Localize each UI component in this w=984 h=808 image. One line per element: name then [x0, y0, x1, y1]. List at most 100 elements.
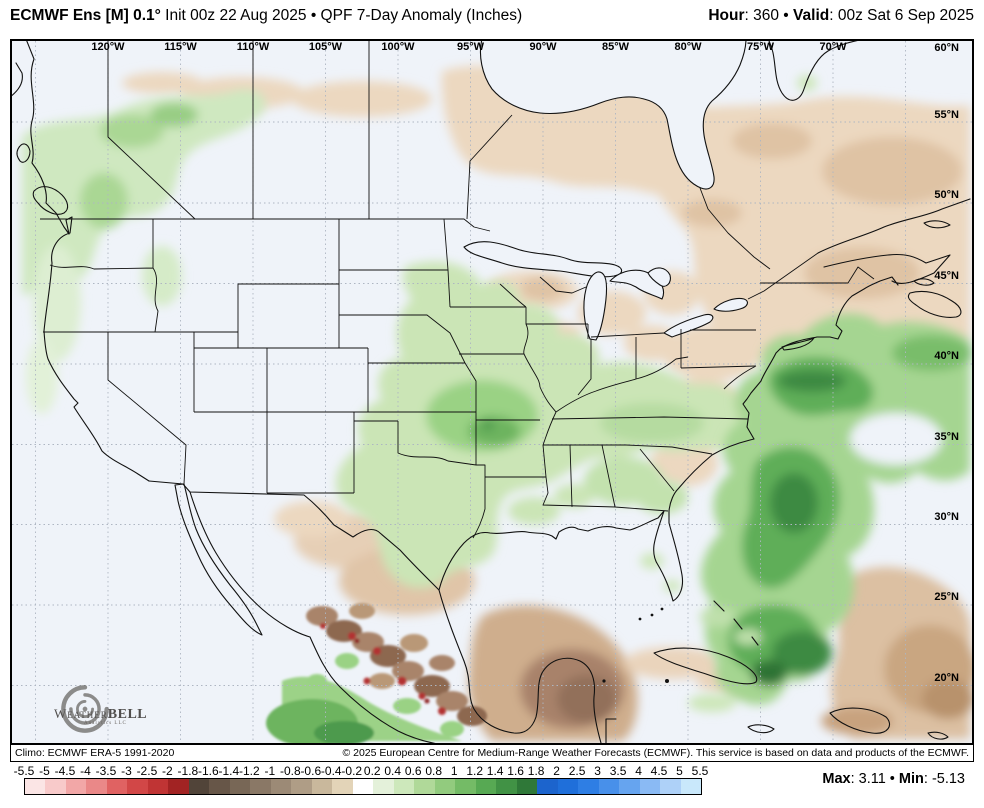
colorbar-cell — [168, 779, 189, 794]
colorbar-cell — [496, 779, 517, 794]
colorbar-cell — [209, 779, 230, 794]
colorbar-tick: -1.6 — [198, 764, 219, 778]
colorbar-cell — [434, 779, 456, 794]
map-canvas: 120°W 115°W 110°W 105°W 100°W 95°W 90°W 85°W 80°… — [10, 39, 974, 745]
colorbar-cell — [578, 779, 599, 794]
colorbar-tick: -0.6 — [300, 764, 322, 778]
title-detail: Init 00z 22 Aug 2025 • QPF 7-Day Anomaly… — [160, 7, 523, 24]
max-label: Max — [822, 771, 851, 787]
lon-label: 105°W — [308, 41, 343, 53]
colorbar-tick: 3 — [594, 764, 601, 778]
colorbar-tick: 2.5 — [568, 764, 586, 778]
colorbar-cell — [352, 779, 374, 794]
colorbar-tick: 0.4 — [384, 764, 402, 778]
lat-label: 20°N — [934, 671, 959, 684]
lat-label: 30°N — [934, 511, 959, 523]
colorbar-tick: 1 — [450, 764, 458, 778]
colorbar-cell — [65, 779, 87, 794]
colorbar-tick: -0.8 — [279, 764, 301, 778]
lon-label: 100°W — [381, 41, 415, 53]
colorbar-tick: 1.4 — [486, 764, 504, 778]
corner-lat-label: 60°N — [934, 42, 959, 54]
colorbar-cell — [639, 779, 661, 794]
colorbar-tick: -1.2 — [238, 764, 260, 778]
anomaly-layer-tan — [122, 65, 972, 741]
colorbar-ticks: -5.5 -5 -4.5 -4 -3.5 -3 -2.5 -2 -1.8 -1.6 -1.4 -1.2… — [14, 764, 709, 778]
lakes-and-bays — [463, 41, 749, 341]
valid-label: Valid — [793, 7, 830, 24]
colorbar-cell — [516, 779, 538, 794]
model-name: ECMWF Ens [M] 0.1° — [10, 7, 161, 24]
colorbar-tick: 5.5 — [691, 764, 709, 778]
colorbar-tick: -2.5 — [136, 764, 158, 778]
colorbar-tick: 4.5 — [650, 764, 668, 778]
lon-label: 90°W — [529, 41, 557, 53]
map-graphic — [12, 41, 972, 743]
attribution-bar: Climo: ECMWF ERA-5 1991-2020 © 2025 Euro… — [10, 745, 974, 762]
colorbar-tick: -2 — [162, 764, 173, 778]
lon-label: 85°W — [601, 41, 630, 53]
colorbar-cell — [393, 779, 415, 794]
colorbar-cell — [188, 779, 210, 794]
min-label: Min — [898, 771, 924, 787]
lat-label: 55°N — [934, 109, 959, 121]
state-borders — [40, 41, 875, 539]
colorbar-cell — [291, 779, 312, 794]
max-value: : 3.11 • — [850, 771, 899, 787]
colorbar-tick: -3 — [121, 764, 132, 778]
valid-time: Hour: 360 • Valid: 00z Sat 6 Sep 2025 — [708, 7, 974, 25]
colorbar-cell — [311, 779, 333, 794]
colorbar-cell — [86, 779, 107, 794]
colorbar — [24, 778, 702, 795]
lat-label: 25°N — [934, 591, 959, 604]
colorbar-tick: 5 — [676, 764, 683, 778]
colorbar-tick: 2 — [553, 764, 560, 778]
colorbar-cell — [557, 779, 579, 794]
copyright-note: © 2025 European Centre for Medium-Range … — [342, 747, 969, 759]
colorbar-cell — [373, 779, 394, 794]
colorbar-tick: 0.2 — [363, 764, 381, 778]
logo-subtitle: Analytics LLC — [84, 721, 127, 726]
colorbar-cell — [537, 779, 558, 794]
lat-label: 40°N — [934, 350, 959, 363]
lon-label: 75°W — [746, 41, 775, 53]
hour-label: Hour — [708, 7, 745, 24]
colorbar-cell — [660, 779, 681, 794]
logo-word-bell: BELL — [107, 707, 148, 722]
colorbar-cell — [25, 779, 46, 794]
lat-label: 45°N — [934, 269, 959, 282]
colorbar-cell — [250, 779, 271, 794]
climo-note: Climo: ECMWF ERA-5 1991-2020 — [15, 747, 175, 759]
colorbar-cell — [332, 779, 353, 794]
min-value: : -5.13 — [923, 771, 965, 787]
lon-label: 95°W — [456, 41, 485, 53]
page-title: ECMWF Ens [M] 0.1° Init 00z 22 Aug 2025 … — [10, 7, 522, 25]
colorbar-cell — [619, 779, 640, 794]
colorbar-tick: -5.5 — [13, 764, 35, 778]
colorbar-cell — [106, 779, 128, 794]
colorbar-tick: 1.8 — [527, 764, 545, 778]
colorbar-tick: 0.8 — [425, 764, 443, 778]
colorbar-tick: 4 — [635, 764, 642, 778]
colorbar-tick: -3.5 — [95, 764, 117, 778]
colorbar-tick: 3.5 — [609, 764, 627, 778]
colorbar-tick: 0.6 — [404, 764, 422, 778]
colorbar-tick: 1.2 — [466, 764, 483, 778]
header: ECMWF Ens [M] 0.1° Init 00z 22 Aug 2025 … — [10, 3, 974, 29]
colorbar-tick: -1.8 — [177, 764, 199, 778]
hour-value: : 360 • — [744, 7, 794, 24]
colorbar-cell — [455, 779, 476, 794]
colorbar-tick: -4.5 — [54, 764, 76, 778]
lon-label: 120°W — [91, 41, 125, 53]
logo-word-weather: Weather — [54, 706, 108, 721]
lon-label: 80°W — [674, 41, 702, 53]
logo-wordmark: WeatherBELL — [54, 705, 147, 723]
lon-label: 70°W — [819, 41, 847, 53]
colorbar-tick: -1 — [264, 764, 276, 778]
colorbar-cell — [475, 779, 497, 794]
lon-label: 115°W — [164, 41, 197, 53]
valid-value: : 00z Sat 6 Sep 2025 — [829, 7, 974, 24]
anomaly-layer-atlantic — [688, 313, 972, 712]
lat-label: 50°N — [934, 189, 959, 202]
